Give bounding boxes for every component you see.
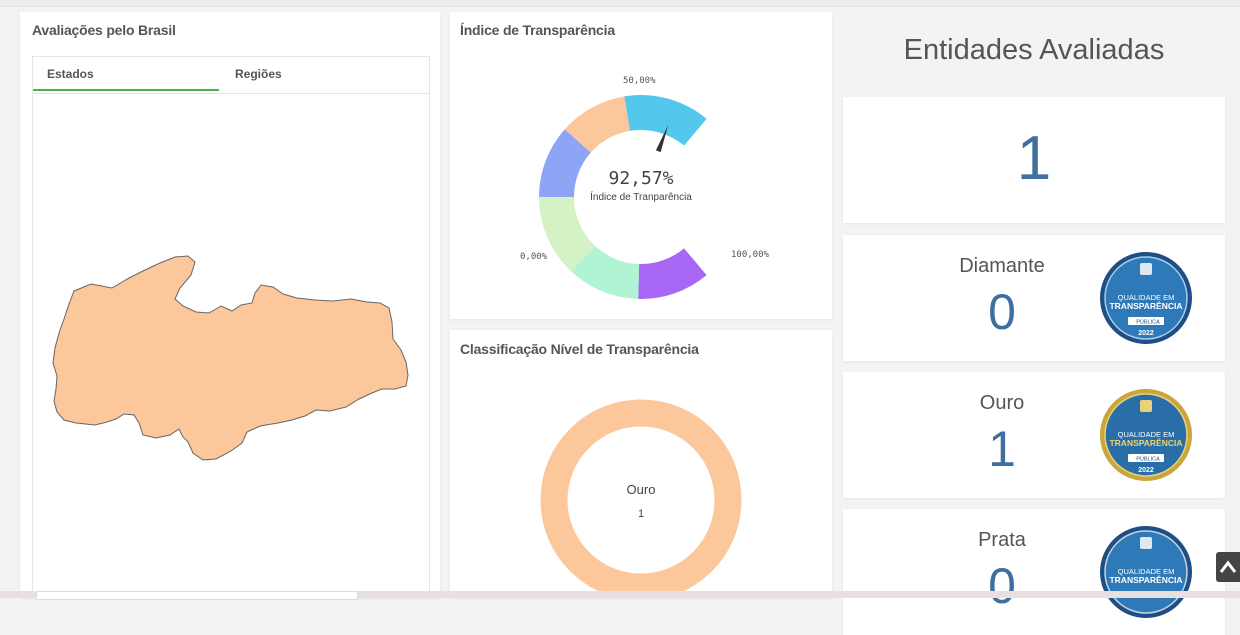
total-count: 1 — [1016, 124, 1052, 193]
donut-ring-ouro[interactable] — [540, 399, 742, 598]
level-name-ouro: Ouro — [979, 392, 1025, 414]
gauge-card-title: Índice de Transparência — [460, 22, 615, 38]
map-tabs: Estados Regiões — [32, 56, 430, 94]
gauge-segment-5[interactable] — [624, 95, 707, 146]
brazil-map — [32, 92, 430, 598]
level-count-diamante: 0 — [988, 284, 1016, 340]
state-shape-pb[interactable] — [52, 255, 409, 461]
badge-line1: QUALIDADE EM — [1118, 293, 1175, 302]
gauge-segment-0[interactable] — [638, 248, 707, 299]
badge-line1: QUALIDADE EM — [1118, 430, 1175, 439]
level-name-diamante: Diamante — [959, 255, 1045, 277]
scroll-top-button[interactable] — [1216, 552, 1240, 582]
gold-badge-icon: QUALIDADE EM TRANSPARÊNCIA PÚBLICA 2022 — [1100, 389, 1192, 481]
badge-line1: QUALIDADE EM — [1118, 567, 1175, 576]
gauge-chart — [539, 95, 707, 299]
gauge-segment-1[interactable] — [571, 245, 640, 299]
donut-center-value: 1 — [637, 508, 645, 520]
gauge-segment-2[interactable] — [539, 197, 596, 272]
gauge-value: 92,57% — [608, 168, 674, 189]
chevron-up-icon — [1219, 560, 1237, 573]
badge-year: 2022 — [1138, 467, 1154, 474]
entities-title: Entidades Avaliadas — [903, 34, 1165, 66]
level-card-prata: Prata 0 QUALIDADE EM TRANSPARÊNCIA — [843, 509, 1225, 635]
level-count-ouro: 1 — [988, 421, 1016, 477]
badge-line2: TRANSPARÊNCIA — [1109, 300, 1182, 311]
gauge-subtitle: Índice de Tranparência — [590, 192, 692, 203]
tab-regioes[interactable]: Regiões — [235, 67, 282, 81]
silver-badge-icon: QUALIDADE EM TRANSPARÊNCIA — [1100, 526, 1192, 618]
donut-center-label: Ouro — [626, 482, 656, 497]
bottom-strip — [0, 591, 1240, 598]
level-name-prata: Prata — [978, 529, 1026, 551]
gauge-card: Índice de Transparência 92,57% Índice de… — [450, 12, 832, 319]
badge-line3: PÚBLICA — [1136, 319, 1160, 326]
gauge-tick-max: 100,00% — [731, 250, 769, 260]
level-card-ouro: Ouro 1 QUALIDADE EM TRANSPARÊNCIA PÚBLIC… — [843, 372, 1225, 498]
gauge-needle — [655, 124, 669, 153]
gauge-segment-4[interactable] — [564, 96, 631, 153]
bottom-input[interactable] — [36, 591, 358, 600]
map-svg — [52, 255, 409, 461]
donut-card: Classificação Nível de Transparência Our… — [450, 330, 832, 598]
diamond-badge-icon: QUALIDADE EM TRANSPARÊNCIA PÚBLICA 2022 — [1100, 252, 1192, 344]
map-card: Avaliações pelo Brasil Estados Regiões — [20, 12, 440, 598]
badge-line2: TRANSPARÊNCIA — [1109, 437, 1182, 448]
gauge-tick-min: 0,00% — [520, 252, 548, 262]
badge-year: 2022 — [1138, 330, 1154, 337]
badge-line3: PÚBLICA — [1136, 456, 1160, 463]
gauge-segment-3[interactable] — [539, 129, 591, 197]
donut-card-title: Classificação Nível de Transparência — [460, 341, 699, 357]
badge-line2: TRANSPARÊNCIA — [1109, 574, 1182, 585]
top-bar — [0, 0, 1240, 7]
tab-estados[interactable]: Estados — [33, 57, 219, 91]
gauge-tick-mid: 50,00% — [623, 76, 656, 86]
total-card: 1 — [843, 97, 1225, 223]
level-card-diamante: Diamante 0 QUALIDADE EM TRANSPARÊNCIA PÚ… — [843, 235, 1225, 361]
map-card-title: Avaliações pelo Brasil — [32, 22, 176, 38]
donut-chart — [540, 399, 742, 598]
